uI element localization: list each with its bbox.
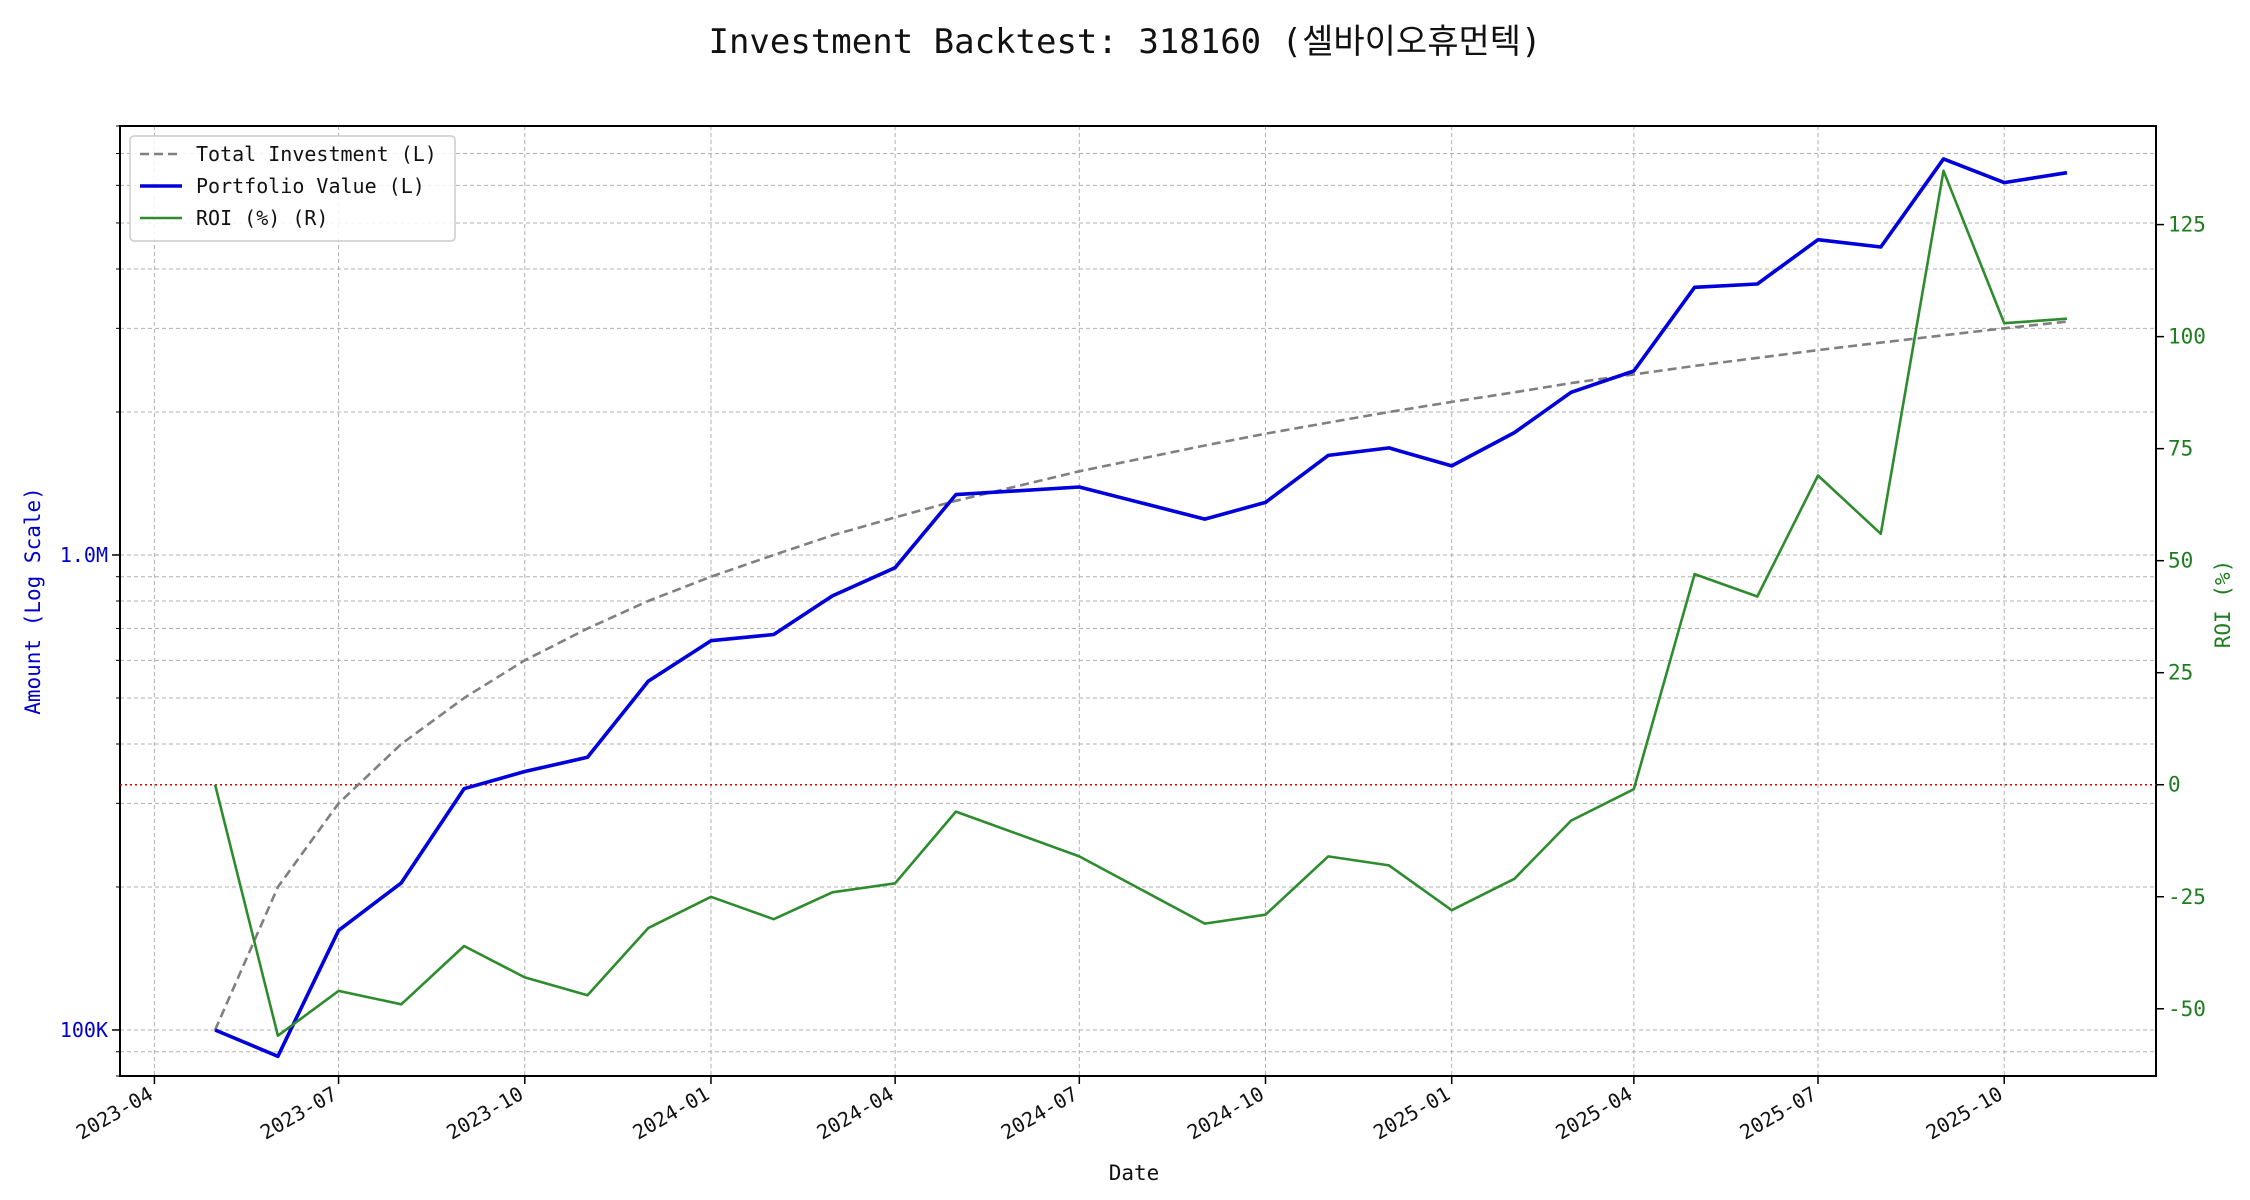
total-investment-line bbox=[213, 320, 2068, 1031]
legend-box bbox=[129, 135, 456, 242]
legend-label: Portfolio Value (L) bbox=[196, 174, 425, 198]
x-tick-label: 2024-04 bbox=[813, 1082, 898, 1145]
x-tick-label: 2024-07 bbox=[997, 1082, 1082, 1145]
portfolio-value-line bbox=[214, 157, 2068, 1059]
y-right-tick-label: 75 bbox=[2168, 437, 2193, 461]
y-right-tick-label: -25 bbox=[2168, 885, 2206, 909]
roi-line bbox=[213, 169, 2068, 1037]
y-right-tick-label: 100 bbox=[2168, 325, 2206, 349]
y-right-tick-label: 50 bbox=[2168, 549, 2193, 573]
x-tick-label: 2025-07 bbox=[1736, 1082, 1821, 1145]
x-tick-label: 2025-01 bbox=[1369, 1082, 1454, 1145]
y-left-tick-label: 100K bbox=[60, 1018, 108, 1042]
y-left-axis-label: Amount (Log Scale) bbox=[21, 487, 45, 715]
y-right-tick-label: 0 bbox=[2168, 773, 2181, 797]
y-left-tick-label: 1.0M bbox=[60, 543, 108, 567]
x-tick-label: 2025-04 bbox=[1551, 1082, 1636, 1145]
y-right-tick-label: 25 bbox=[2168, 661, 2193, 685]
y-right-axis-label: ROI (%) bbox=[2211, 560, 2235, 649]
legend-label: ROI (%) (R) bbox=[196, 206, 328, 230]
x-tick-label: 2023-10 bbox=[442, 1082, 527, 1145]
x-axis-label: Date bbox=[1109, 1161, 1160, 1185]
legend-label: Total Investment (L) bbox=[196, 142, 437, 166]
chart-title: Investment Backtest: 318160 (셀바이오휴먼텍) bbox=[708, 22, 1542, 62]
x-tick-label: 2023-04 bbox=[72, 1082, 157, 1145]
x-tick-label: 2023-07 bbox=[256, 1082, 341, 1145]
y-right-tick-label: 125 bbox=[2168, 213, 2206, 237]
x-tick-label: 2025-10 bbox=[1922, 1082, 2007, 1145]
x-tick-label: 2024-01 bbox=[628, 1082, 713, 1145]
x-tick-label: 2024-10 bbox=[1183, 1082, 1268, 1145]
y-right-tick-label: -50 bbox=[2168, 997, 2206, 1021]
